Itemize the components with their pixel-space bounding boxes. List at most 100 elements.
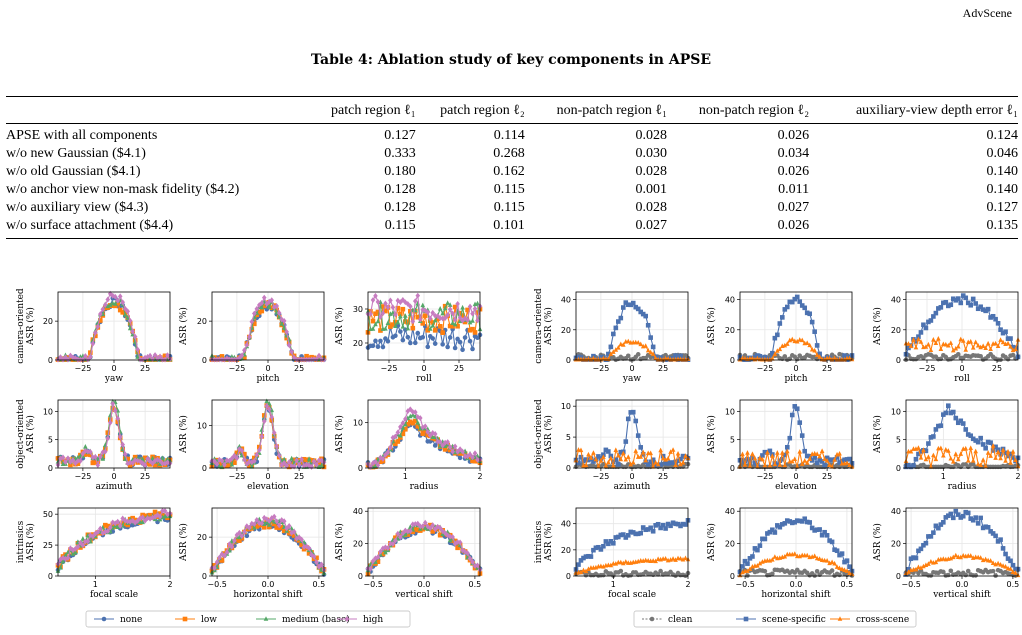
data-point: [955, 296, 961, 301]
data-point: [93, 530, 98, 537]
y-tick-label: 20: [197, 533, 207, 542]
data-point: [931, 452, 936, 458]
data-point: [740, 451, 745, 457]
data-point: [812, 347, 817, 353]
y-axis-label-group: camera-oriented: [16, 288, 26, 364]
x-axis-label: vertical shift: [394, 590, 453, 600]
data-point: [467, 327, 473, 333]
data-point: [415, 520, 421, 527]
legend-marker: [182, 616, 188, 622]
data-point: [847, 456, 852, 462]
x-tick-label: 0: [265, 364, 270, 373]
legend-marker: [263, 616, 269, 621]
col-header: patch region ℓ₁: [331, 103, 416, 118]
y-tick-label: 0: [566, 356, 571, 365]
table-cell: 0.127: [384, 128, 416, 143]
data-point: [403, 299, 408, 306]
data-point: [635, 352, 641, 357]
data-point: [289, 455, 294, 461]
data-point: [261, 525, 267, 530]
data-point: [388, 311, 393, 316]
data-point: [824, 455, 830, 461]
y-tick-label: 0: [566, 464, 571, 473]
data-point: [918, 565, 924, 570]
data-point: [373, 338, 378, 344]
data-point: [784, 444, 790, 450]
data-point: [147, 352, 153, 359]
data-point: [1003, 458, 1008, 463]
data-point: [953, 508, 959, 514]
table-cell: w/o surface attachment ($4.4): [6, 217, 307, 239]
data-point: [150, 455, 155, 461]
data-point: [978, 435, 983, 441]
y-axis-label-group: intrinsics: [534, 520, 544, 563]
x-tick-label: 1: [93, 580, 98, 589]
data-point: [115, 415, 121, 422]
legend-item: low: [175, 615, 217, 625]
data-point: [623, 559, 629, 564]
data-point: [645, 322, 651, 328]
data-point: [923, 456, 929, 462]
data-point: [643, 313, 648, 319]
chart-panel-right-radius: 1 2 0 5 10 radius ASR (%): [872, 399, 1021, 492]
y-tick-label: 0: [730, 356, 735, 365]
chart-panel-left-azimuth: −25 0 25 0 5 10 azimuth object-oriented ASR (%): [16, 398, 173, 492]
data-point: [125, 522, 130, 528]
data-point: [780, 315, 785, 320]
data-point: [635, 306, 641, 312]
data-point: [110, 400, 116, 407]
y-tick-label: 0: [202, 356, 207, 365]
data-point: [593, 545, 599, 551]
data-point: [440, 442, 445, 449]
data-point: [965, 457, 971, 463]
data-point: [931, 337, 936, 342]
data-point: [586, 457, 591, 463]
data-point: [110, 519, 116, 526]
data-point: [395, 530, 401, 537]
data-point: [680, 459, 686, 465]
data-point: [583, 457, 589, 462]
table-cell: 0.028: [635, 164, 667, 179]
legend-marker: [101, 616, 107, 622]
data-point: [970, 517, 976, 523]
x-tick-label: 0.5: [1007, 580, 1020, 589]
data-point: [112, 301, 118, 306]
data-point: [755, 463, 760, 469]
data-point: [625, 302, 631, 308]
data-point: [388, 324, 393, 329]
data-point: [237, 538, 242, 543]
data-point: [965, 300, 971, 306]
data-point: [1005, 556, 1011, 561]
data-point: [430, 529, 436, 534]
data-point: [638, 454, 644, 459]
table-cell: 0.027: [524, 217, 667, 239]
data-point: [457, 455, 463, 461]
data-point: [908, 556, 914, 562]
y-tick-label: 0: [730, 464, 735, 473]
data-point: [385, 339, 391, 344]
data-point: [1013, 457, 1018, 463]
data-point: [105, 296, 111, 303]
data-point: [88, 353, 93, 360]
data-point: [638, 445, 644, 450]
data-point: [70, 551, 76, 556]
data-point: [460, 313, 465, 318]
data-point: [284, 462, 289, 469]
data-point: [990, 531, 996, 536]
data-point: [802, 458, 808, 463]
data-point: [279, 524, 284, 530]
y-tick-label: 20: [891, 540, 901, 549]
data-point: [980, 343, 986, 349]
data-point: [625, 353, 631, 359]
data-point: [378, 314, 383, 320]
data-point: [623, 300, 629, 305]
data-point: [926, 319, 931, 325]
data-point: [217, 554, 222, 561]
data-point: [990, 443, 996, 448]
data-point: [804, 340, 810, 346]
data-point: [450, 310, 455, 317]
data-point: [442, 439, 448, 446]
data-point: [383, 451, 388, 458]
data-point: [415, 424, 421, 429]
data-point: [420, 523, 426, 530]
